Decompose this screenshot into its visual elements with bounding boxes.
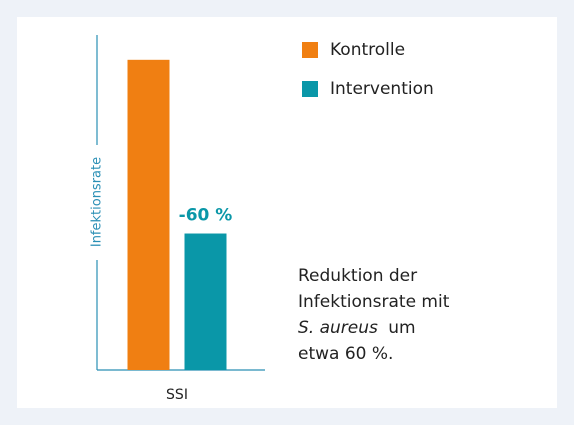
y-axis-label: Infektionsrate	[90, 157, 105, 247]
legend-label: Intervention	[330, 79, 434, 99]
card	[17, 17, 557, 408]
note-line: S. aureus	[298, 318, 378, 338]
bar	[127, 59, 170, 370]
note-line: Reduktion der	[298, 266, 417, 286]
note-line: Infektionsrate mit	[298, 292, 450, 312]
bar	[184, 233, 227, 370]
annotation: -60 %	[179, 206, 233, 226]
note-line: etwa 60 %.	[298, 344, 393, 364]
x-tick-label: SSI	[166, 387, 188, 403]
note-line: um	[388, 318, 415, 338]
legend-swatch	[302, 42, 318, 58]
legend-label: Kontrolle	[330, 40, 405, 60]
note: Reduktion der Infektionsrate mit S. aure…	[298, 266, 455, 364]
axis-gap	[88, 145, 106, 260]
legend-swatch	[302, 81, 318, 97]
